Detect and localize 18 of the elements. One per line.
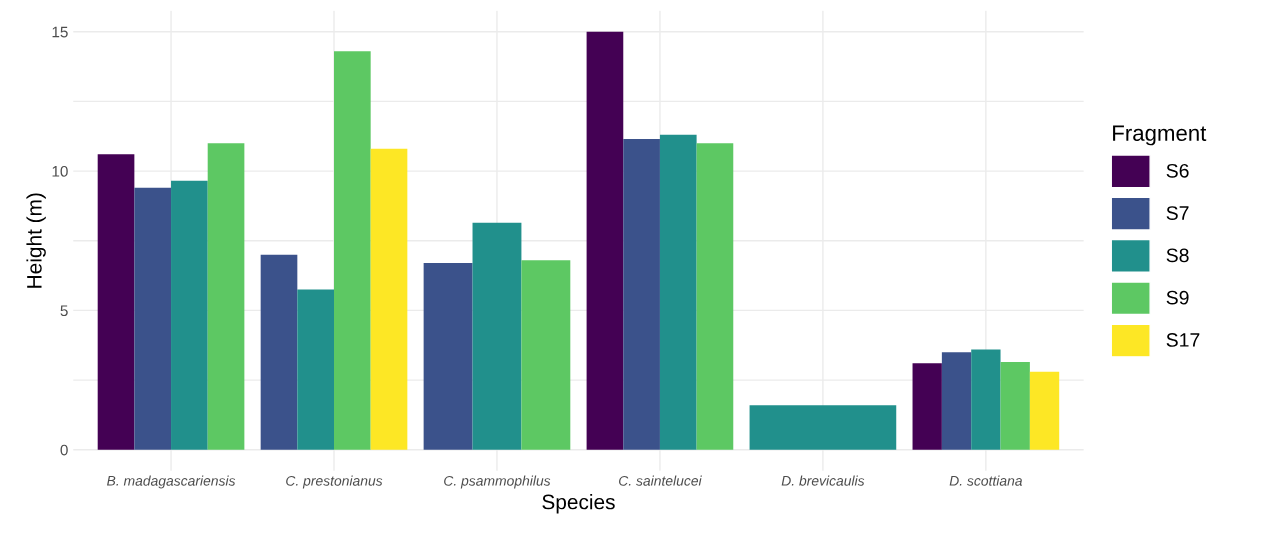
x-tick-label: B. madagascariensis (107, 475, 236, 489)
x-axis-title: Species (542, 494, 615, 514)
legend-label: S9 (1166, 290, 1189, 305)
y-tick-label: 15 (52, 26, 68, 38)
legend-label: S8 (1166, 248, 1189, 263)
legend-label: S17 (1166, 333, 1200, 347)
legend-label: S6 (1166, 163, 1189, 178)
y-tick-label: 0 (60, 444, 68, 456)
x-tick-label: C. saintelucei (619, 475, 702, 486)
y-tick-label: 5 (60, 305, 68, 317)
legend-label: S7 (1166, 206, 1189, 220)
x-tick-label: C. psammophilus (444, 475, 551, 489)
legend-title: Fragment (1113, 125, 1207, 146)
y-tick-label: 10 (52, 165, 68, 177)
x-tick-label: D. brevicaulis (781, 475, 865, 486)
y-axis-title: Height (m) (26, 193, 46, 288)
x-tick-label: C. prestonianus (286, 475, 383, 489)
x-tick-label: D. scottiana (949, 475, 1023, 486)
